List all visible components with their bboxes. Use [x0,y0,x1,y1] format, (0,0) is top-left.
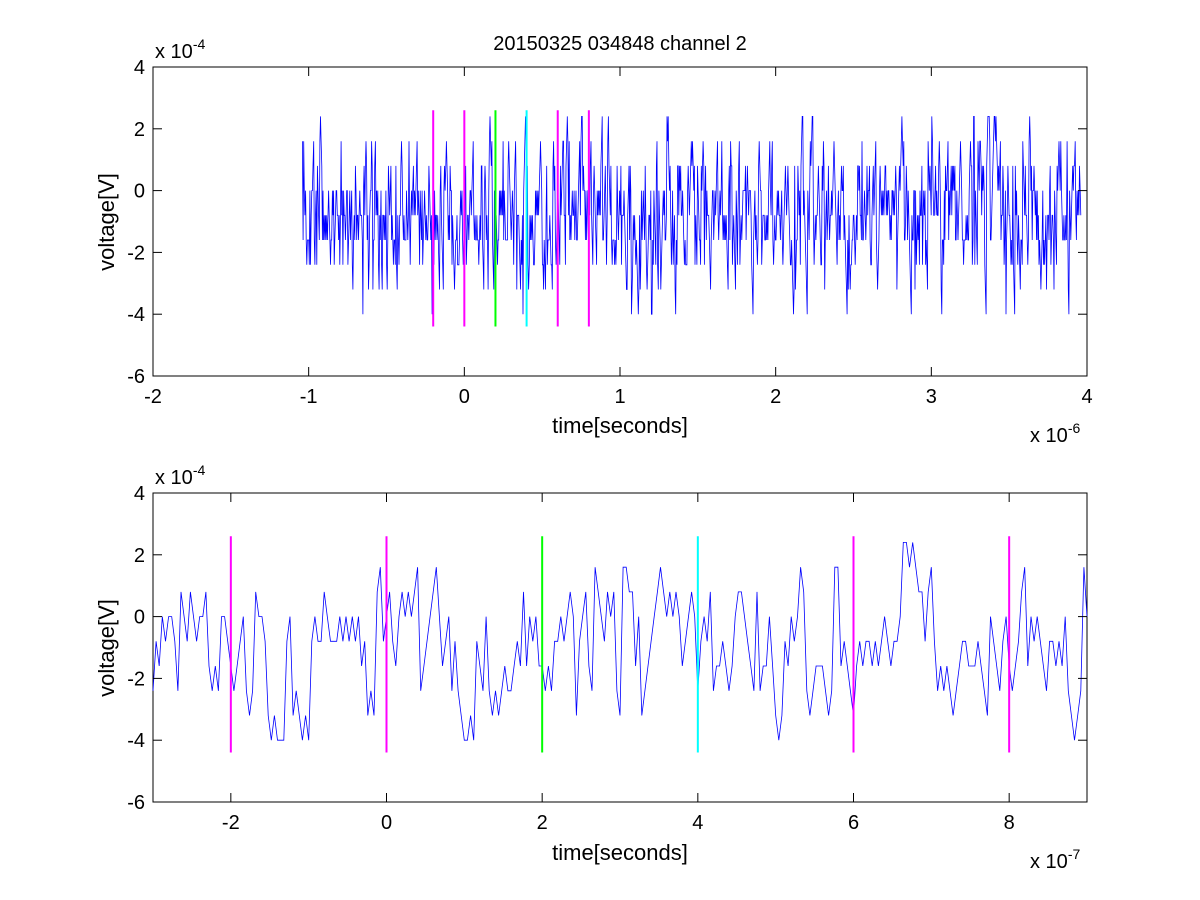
y-tick-label: 2 [134,119,145,141]
y-tick-label: 0 [134,181,145,203]
y-multiplier-bottom: x 10-4 [155,462,205,489]
y-tick-label: -2 [127,242,145,264]
x-multiplier-bottom: x 10-7 [1030,846,1080,873]
subplot-bottom: -2 0 2 4 6 8 -6 -4 -2 0 2 4 time[seconds] voltage[V… [94,462,1088,873]
x-multiplier-bottom-base: x 10 [1030,851,1068,873]
x-multiplier-bottom-exp: -7 [1068,846,1081,862]
x-axis-label-top: time[seconds] [552,413,688,438]
x-multiplier-top-exp: -6 [1068,420,1081,436]
y-tick-label: 0 [134,607,145,629]
x-tick-label: 2 [537,812,548,834]
x-axis-label-bottom: time[seconds] [552,840,688,865]
x-tick-label: 2 [770,386,781,408]
signal-trace-bottom [152,542,1088,741]
x-tick-label: 4 [1081,386,1092,408]
figure-title: 20150325 034848 channel 2 [493,33,747,55]
y-multiplier-bottom-base: x 10 [155,467,193,489]
x-multiplier-top: x 10-6 [1030,420,1080,447]
x-tick-label: 1 [614,386,625,408]
y-multiplier-top-exp: -4 [193,36,206,52]
y-tick-label: 4 [134,483,145,505]
y-tick-label: -2 [127,668,145,690]
x-tick-label: 8 [1004,812,1015,834]
y-multiplier-top-base: x 10 [155,41,193,63]
y-tick-label: -4 [127,730,145,752]
x-tick-label: 0 [459,386,470,408]
y-tick-label: 4 [134,57,145,79]
axes-box-bottom [152,492,1088,803]
x-tick-label: 6 [848,812,859,834]
x-multiplier-top-base: x 10 [1030,425,1068,447]
y-tick-label: -6 [127,792,145,814]
y-multiplier-bottom-exp: -4 [193,462,206,478]
y-axis-label-bottom: voltage[V] [94,599,119,697]
markers-top [432,110,590,327]
x-tick-label: 0 [381,812,392,834]
x-tick-label: -2 [144,386,162,408]
markers-bottom [229,536,1011,753]
y-multiplier-top: x 10-4 [155,36,205,63]
x-tick-label: 3 [926,386,937,408]
ticks-top: -2 -1 0 1 2 3 4 -6 -4 -2 0 2 4 [127,57,1092,408]
y-tick-label: -6 [127,366,145,388]
signal-line [152,542,1088,741]
x-tick-label: -2 [222,812,240,834]
ticks-bottom: -2 0 2 4 6 8 -6 -4 -2 0 2 4 [127,483,1087,834]
x-tick-label: -1 [300,386,318,408]
x-tick-label: 4 [692,812,703,834]
y-axis-label-top: voltage[V] [94,173,119,271]
y-tick-label: 2 [134,545,145,567]
y-tick-label: -4 [127,304,145,326]
